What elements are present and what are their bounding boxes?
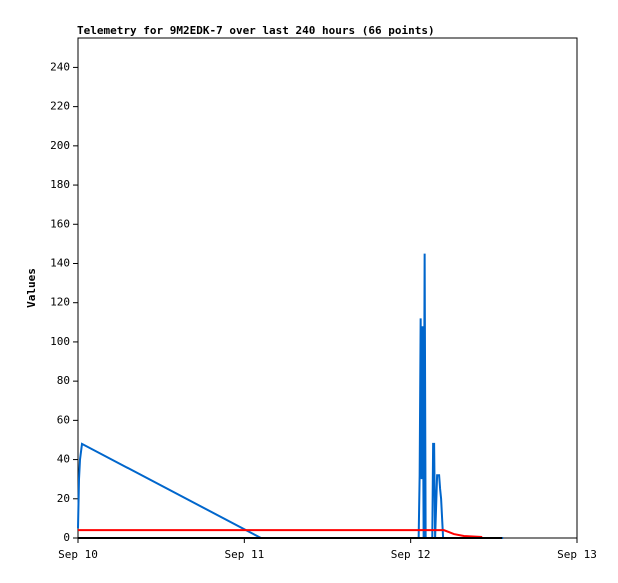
- y-tick-label: 160: [50, 217, 70, 230]
- x-tick-label: Sep 10: [58, 548, 98, 561]
- chart-title: Telemetry for 9M2EDK-7 over last 240 hou…: [77, 24, 435, 37]
- y-tick-label: 200: [50, 139, 70, 152]
- y-tick-label: 100: [50, 335, 70, 348]
- y-tick-label: 220: [50, 100, 70, 113]
- y-tick-label: 0: [63, 531, 70, 544]
- x-tick-label: Sep 11: [224, 548, 264, 561]
- y-tick-label: 20: [57, 492, 70, 505]
- y-tick-label: 40: [57, 453, 70, 466]
- y-tick-label: 140: [50, 256, 70, 269]
- series-line: [78, 529, 483, 539]
- y-tick-label: 80: [57, 374, 70, 387]
- x-tick-label: Sep 12: [391, 548, 431, 561]
- plot-frame: [77, 37, 578, 539]
- y-axis-label: Values: [25, 268, 38, 308]
- y-tick-label: 240: [50, 60, 70, 73]
- y-tick-label: 120: [50, 296, 70, 309]
- series-line: [77, 253, 504, 539]
- y-tick-label: 180: [50, 178, 70, 191]
- y-tick-label: 60: [57, 413, 70, 426]
- x-tick-label: Sep 13: [557, 548, 597, 561]
